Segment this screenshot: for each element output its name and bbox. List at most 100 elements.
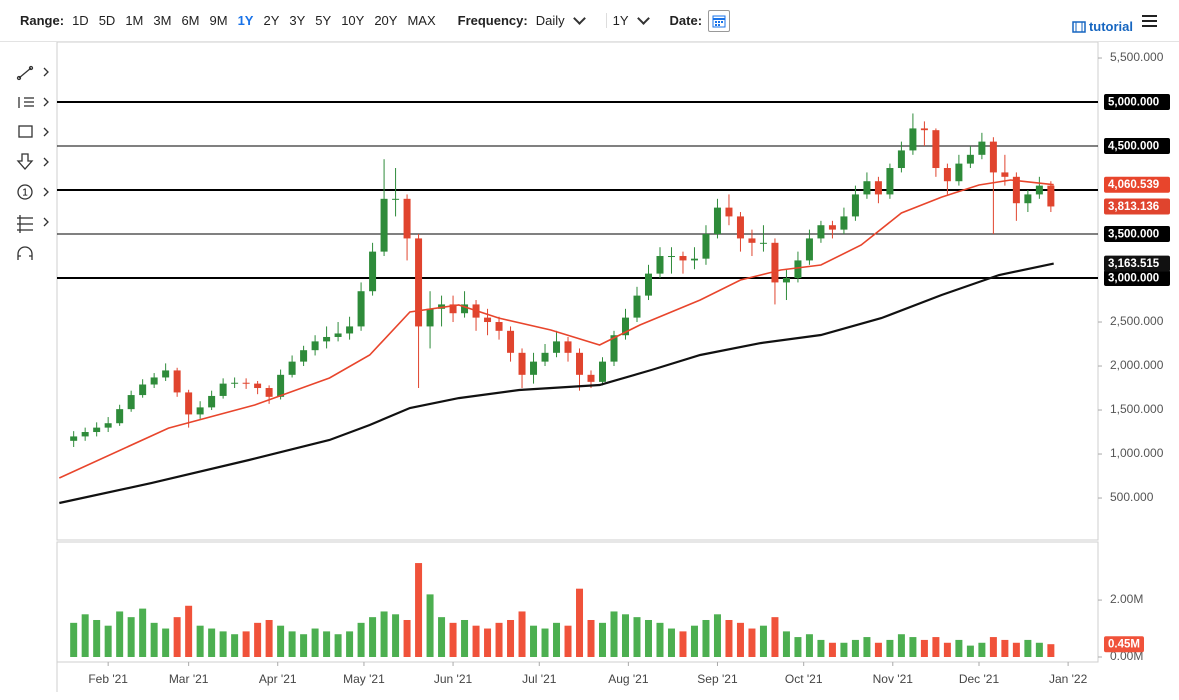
volume-bar — [667, 628, 675, 657]
date-picker[interactable] — [708, 9, 731, 32]
frequency-value: Daily — [535, 13, 565, 28]
volume-bar — [932, 637, 940, 657]
volume-bar — [93, 619, 101, 657]
frequency-dropdown[interactable]: Daily — [535, 12, 586, 28]
volume-bar — [897, 634, 905, 657]
level-badge: 3,000.000 — [1108, 273, 1159, 285]
volume-bar — [208, 628, 216, 657]
x-tick-label: Jun '21 — [434, 672, 473, 686]
range-button[interactable]: MAX — [407, 13, 436, 28]
x-tick-label: Sep '21 — [697, 672, 738, 686]
candle-body — [461, 304, 469, 314]
volume-bar — [162, 628, 170, 657]
candle-body — [943, 168, 951, 182]
candle-body — [1001, 172, 1009, 177]
candle-body — [530, 361, 538, 375]
candle-body — [713, 207, 721, 235]
volume-bar — [955, 639, 963, 657]
volume-bar — [909, 637, 917, 657]
range-button[interactable]: 1M — [125, 13, 144, 28]
range-button[interactable]: 9M — [209, 13, 228, 28]
candle-body — [254, 383, 262, 389]
range-button[interactable]: 3Y — [289, 13, 306, 28]
tutorial-link[interactable]: tutorial — [1072, 19, 1133, 34]
volume-bar — [242, 631, 250, 657]
candle-body — [369, 251, 377, 292]
volume-bar — [127, 617, 135, 657]
toolbar: Range: 1D 5D 1M 3M 6M 9M 1Y 2Y 3Y 5Y 10Y 20Y MAX Fre… — [0, 0, 1179, 42]
range-button[interactable]: 1Y — [237, 13, 254, 28]
range-button[interactable]: 6M — [181, 13, 200, 28]
volume-bar — [541, 628, 549, 657]
period-dropdown[interactable]: 1Y — [605, 12, 650, 28]
volume-panel — [56, 541, 1099, 663]
volume-bar — [449, 622, 457, 657]
volume-bar — [518, 611, 526, 657]
volume-bar — [300, 634, 308, 657]
volume-bar — [196, 625, 204, 657]
volume-bar — [104, 625, 112, 657]
candle-body — [104, 423, 112, 428]
volume-bar — [564, 625, 572, 657]
frequency-label: Frequency: — [457, 13, 528, 28]
drawing-tools[interactable] — [16, 65, 49, 261]
candle-body — [909, 128, 917, 151]
candle-body — [426, 308, 434, 327]
x-tick-label: Nov '21 — [873, 672, 914, 686]
range-button[interactable]: 5D — [98, 13, 116, 28]
volume-bar — [817, 639, 825, 657]
volume-bar — [587, 619, 595, 657]
range-button[interactable]: 2Y — [263, 13, 280, 28]
volume-bar — [920, 639, 928, 657]
range-button[interactable]: 10Y — [341, 13, 365, 28]
range-button[interactable]: 20Y — [374, 13, 398, 28]
candle-body — [334, 333, 342, 337]
y-tick-label: 1,500.000 — [1110, 402, 1164, 416]
candle-body — [484, 317, 492, 323]
candle-body — [955, 163, 963, 182]
candle-body — [966, 154, 974, 164]
candle-body — [920, 128, 928, 131]
candle-body — [380, 198, 388, 252]
ma-badge-bg — [1104, 255, 1170, 272]
x-tick-label: Feb '21 — [88, 672, 128, 686]
volume-bar — [943, 642, 951, 657]
level-badge-bg — [1104, 226, 1170, 243]
candle-body — [311, 341, 319, 351]
tool-icon-glyph: 1 — [22, 188, 28, 199]
volume-bar — [219, 631, 227, 657]
volume-bar — [713, 614, 721, 657]
date-label: Date: — [669, 13, 703, 28]
candle-body — [495, 322, 503, 331]
candle-body — [415, 238, 423, 327]
candle-body — [127, 395, 135, 410]
range-label: Range: — [20, 13, 65, 28]
candle-body — [93, 427, 101, 433]
volume-bar — [392, 614, 400, 657]
volume-bar — [633, 617, 641, 657]
level-badge: 3,500.000 — [1108, 229, 1159, 241]
volume-bar — [380, 611, 388, 657]
menu-button[interactable] — [1142, 15, 1157, 30]
y-tick-label: 1,000.000 — [1110, 446, 1164, 460]
candle-body — [449, 304, 457, 314]
candle-body — [679, 256, 687, 261]
candle-body — [736, 216, 744, 239]
candle-body — [70, 436, 78, 441]
range-button[interactable]: 1D — [72, 13, 89, 28]
level-badge-bg — [1104, 94, 1170, 111]
volume-bar — [438, 617, 446, 657]
x-tick-label: Aug '21 — [608, 672, 649, 686]
candle-body — [277, 374, 285, 397]
price-badge: 3,813.136 — [1108, 201, 1159, 213]
volume-bar — [277, 625, 285, 657]
volume-bar — [139, 608, 147, 657]
candle-body — [196, 407, 204, 415]
range-button[interactable]: 5Y — [315, 13, 332, 28]
range-button[interactable]: 3M — [153, 13, 172, 28]
volume-bar — [173, 617, 181, 657]
level-badge: 5,000.000 — [1108, 97, 1159, 109]
candle-body — [621, 317, 629, 336]
x-tick-label: Oct '21 — [785, 672, 823, 686]
x-tick-label: Jan '22 — [1049, 672, 1088, 686]
